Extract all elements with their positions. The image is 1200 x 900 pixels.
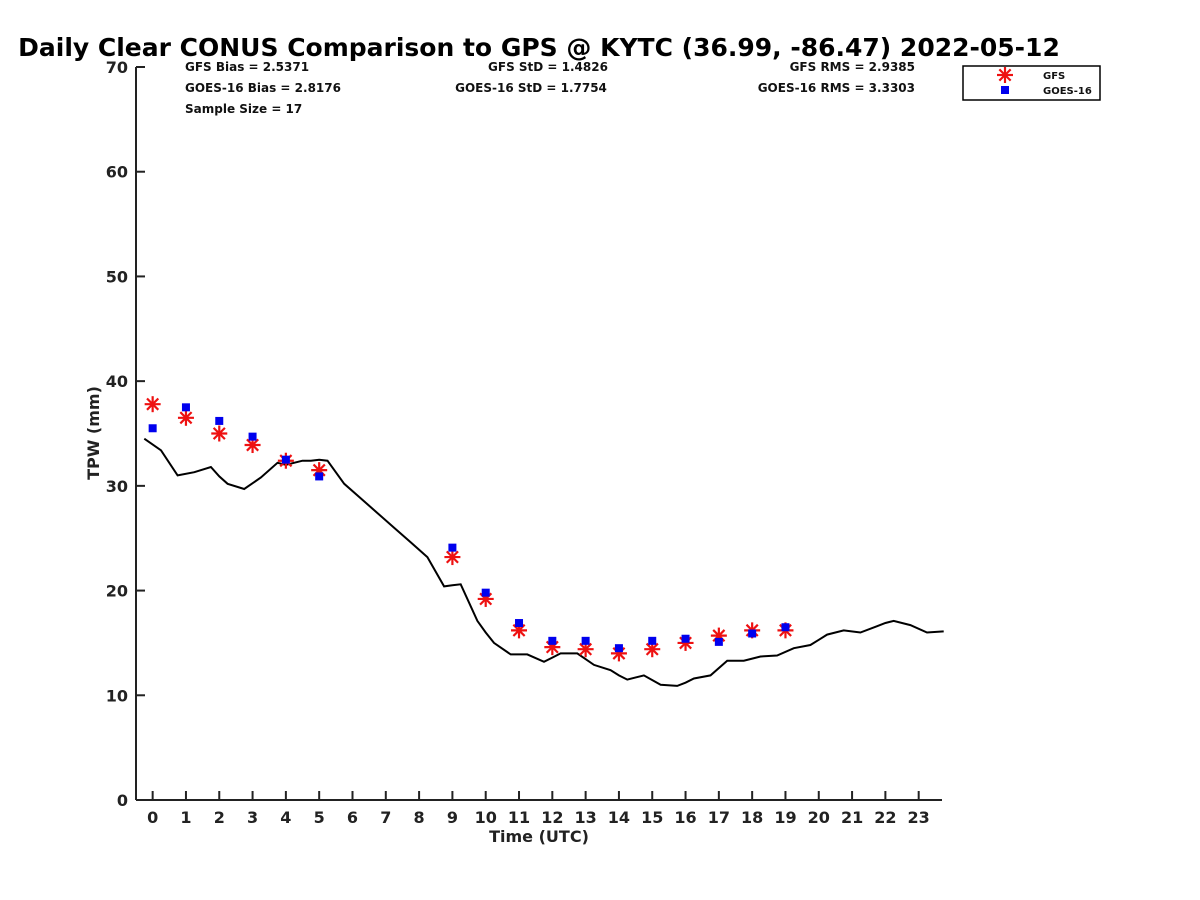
legend-goes-label: GOES-16: [1043, 86, 1092, 97]
goes16-data-point: [515, 619, 524, 628]
goes-rms-text: GOES-16 RMS = 3.3303: [758, 81, 915, 95]
x-tick-label: 18: [741, 808, 763, 827]
goes16-data-point: [781, 623, 790, 632]
x-tick-label: 6: [347, 808, 358, 827]
x-tick-label: 20: [808, 808, 830, 827]
chart-title: Daily Clear CONUS Comparison to GPS @ KY…: [18, 33, 1060, 62]
gfs-bias-text: GFS Bias = 2.5371: [185, 60, 309, 74]
goes16-data-point: [581, 636, 590, 645]
x-tick-label: 14: [608, 808, 630, 827]
goes16-data-point: [248, 432, 257, 441]
goes16-data-point: [315, 472, 324, 481]
goes16-data-point: [448, 543, 457, 552]
gfs-data-point: [444, 549, 461, 566]
goes16-data-point: [614, 644, 623, 653]
x-axis-label: Time (UTC): [489, 827, 589, 846]
x-tick-label: 17: [708, 808, 730, 827]
x-tick-label: 5: [314, 808, 325, 827]
y-tick-label: 50: [106, 267, 128, 286]
y-axis-ticks: 0 10 20 30 40 50 60 70: [106, 58, 145, 810]
goes16-data-point: [548, 636, 557, 645]
y-tick-label: 20: [106, 582, 128, 601]
x-tick-label: 4: [280, 808, 291, 827]
goes16-data-point: [181, 403, 190, 412]
legend-box: [962, 65, 1101, 101]
x-tick-label: 23: [908, 808, 930, 827]
x-tick-label: 3: [247, 808, 258, 827]
x-tick-label: 1: [180, 808, 191, 827]
goes-std-text: GOES-16 StD = 1.7754: [455, 81, 607, 95]
statistics-block: GFS Bias = 2.5371 GOES-16 Bias = 2.8176 …: [185, 60, 915, 116]
goes16-data-point: [648, 636, 657, 645]
x-axis-ticks: 0 1 2 3 4 5 6 7 8 9 10 11 12 13 14 15 16 17 18 19 20 21 22 23: [147, 791, 930, 827]
gfs-data-point: [177, 409, 194, 426]
y-tick-label: 60: [106, 163, 128, 182]
y-tick-label: 40: [106, 372, 128, 391]
gfs-std-text: GFS StD = 1.4826: [488, 60, 608, 74]
x-tick-label: 11: [508, 808, 530, 827]
x-tick-label: 10: [475, 808, 497, 827]
legend-gfs-label: GFS: [1043, 71, 1065, 82]
legend-goes-marker: [1001, 86, 1009, 94]
goes16-data-point: [148, 424, 157, 433]
x-tick-label: 2: [214, 808, 225, 827]
x-tick-label: 21: [841, 808, 863, 827]
y-tick-label: 10: [106, 686, 128, 705]
legend-gfs-marker: [997, 67, 1013, 83]
x-tick-label: 16: [674, 808, 696, 827]
gfs-rms-text: GFS RMS = 2.9385: [790, 60, 915, 74]
x-tick-label: 13: [574, 808, 596, 827]
y-tick-label: 30: [106, 477, 128, 496]
y-axis-label: TPW (mm): [84, 386, 103, 480]
x-tick-label: 22: [874, 808, 896, 827]
x-tick-label: 7: [380, 808, 391, 827]
legend-gfs-star: [997, 67, 1013, 83]
x-tick-label: 15: [641, 808, 663, 827]
goes16-data-point: [748, 629, 757, 638]
goes16-data-point: [215, 416, 224, 425]
x-tick-label: 12: [541, 808, 563, 827]
y-tick-label: 70: [106, 58, 128, 77]
x-tick-label: 9: [447, 808, 458, 827]
goes16-data-point: [714, 637, 723, 646]
gfs-data-point: [577, 641, 594, 658]
goes16-data-point: [481, 588, 490, 597]
sample-size-text: Sample Size = 17: [185, 102, 302, 116]
x-tick-label: 0: [147, 808, 158, 827]
gfs-data-point: [211, 425, 228, 442]
goes16-data-point: [681, 634, 690, 643]
gfs-data-point: [144, 396, 161, 413]
goes-bias-text: GOES-16 Bias = 2.8176: [185, 81, 341, 95]
plot-area: [135, 67, 944, 801]
x-tick-label: 8: [414, 808, 425, 827]
goes16-data-point: [281, 455, 290, 464]
legend: GFS GOES-16: [962, 65, 1101, 101]
gps-series-line: [143, 437, 944, 687]
x-tick-label: 19: [774, 808, 796, 827]
y-tick-label: 0: [117, 791, 128, 810]
